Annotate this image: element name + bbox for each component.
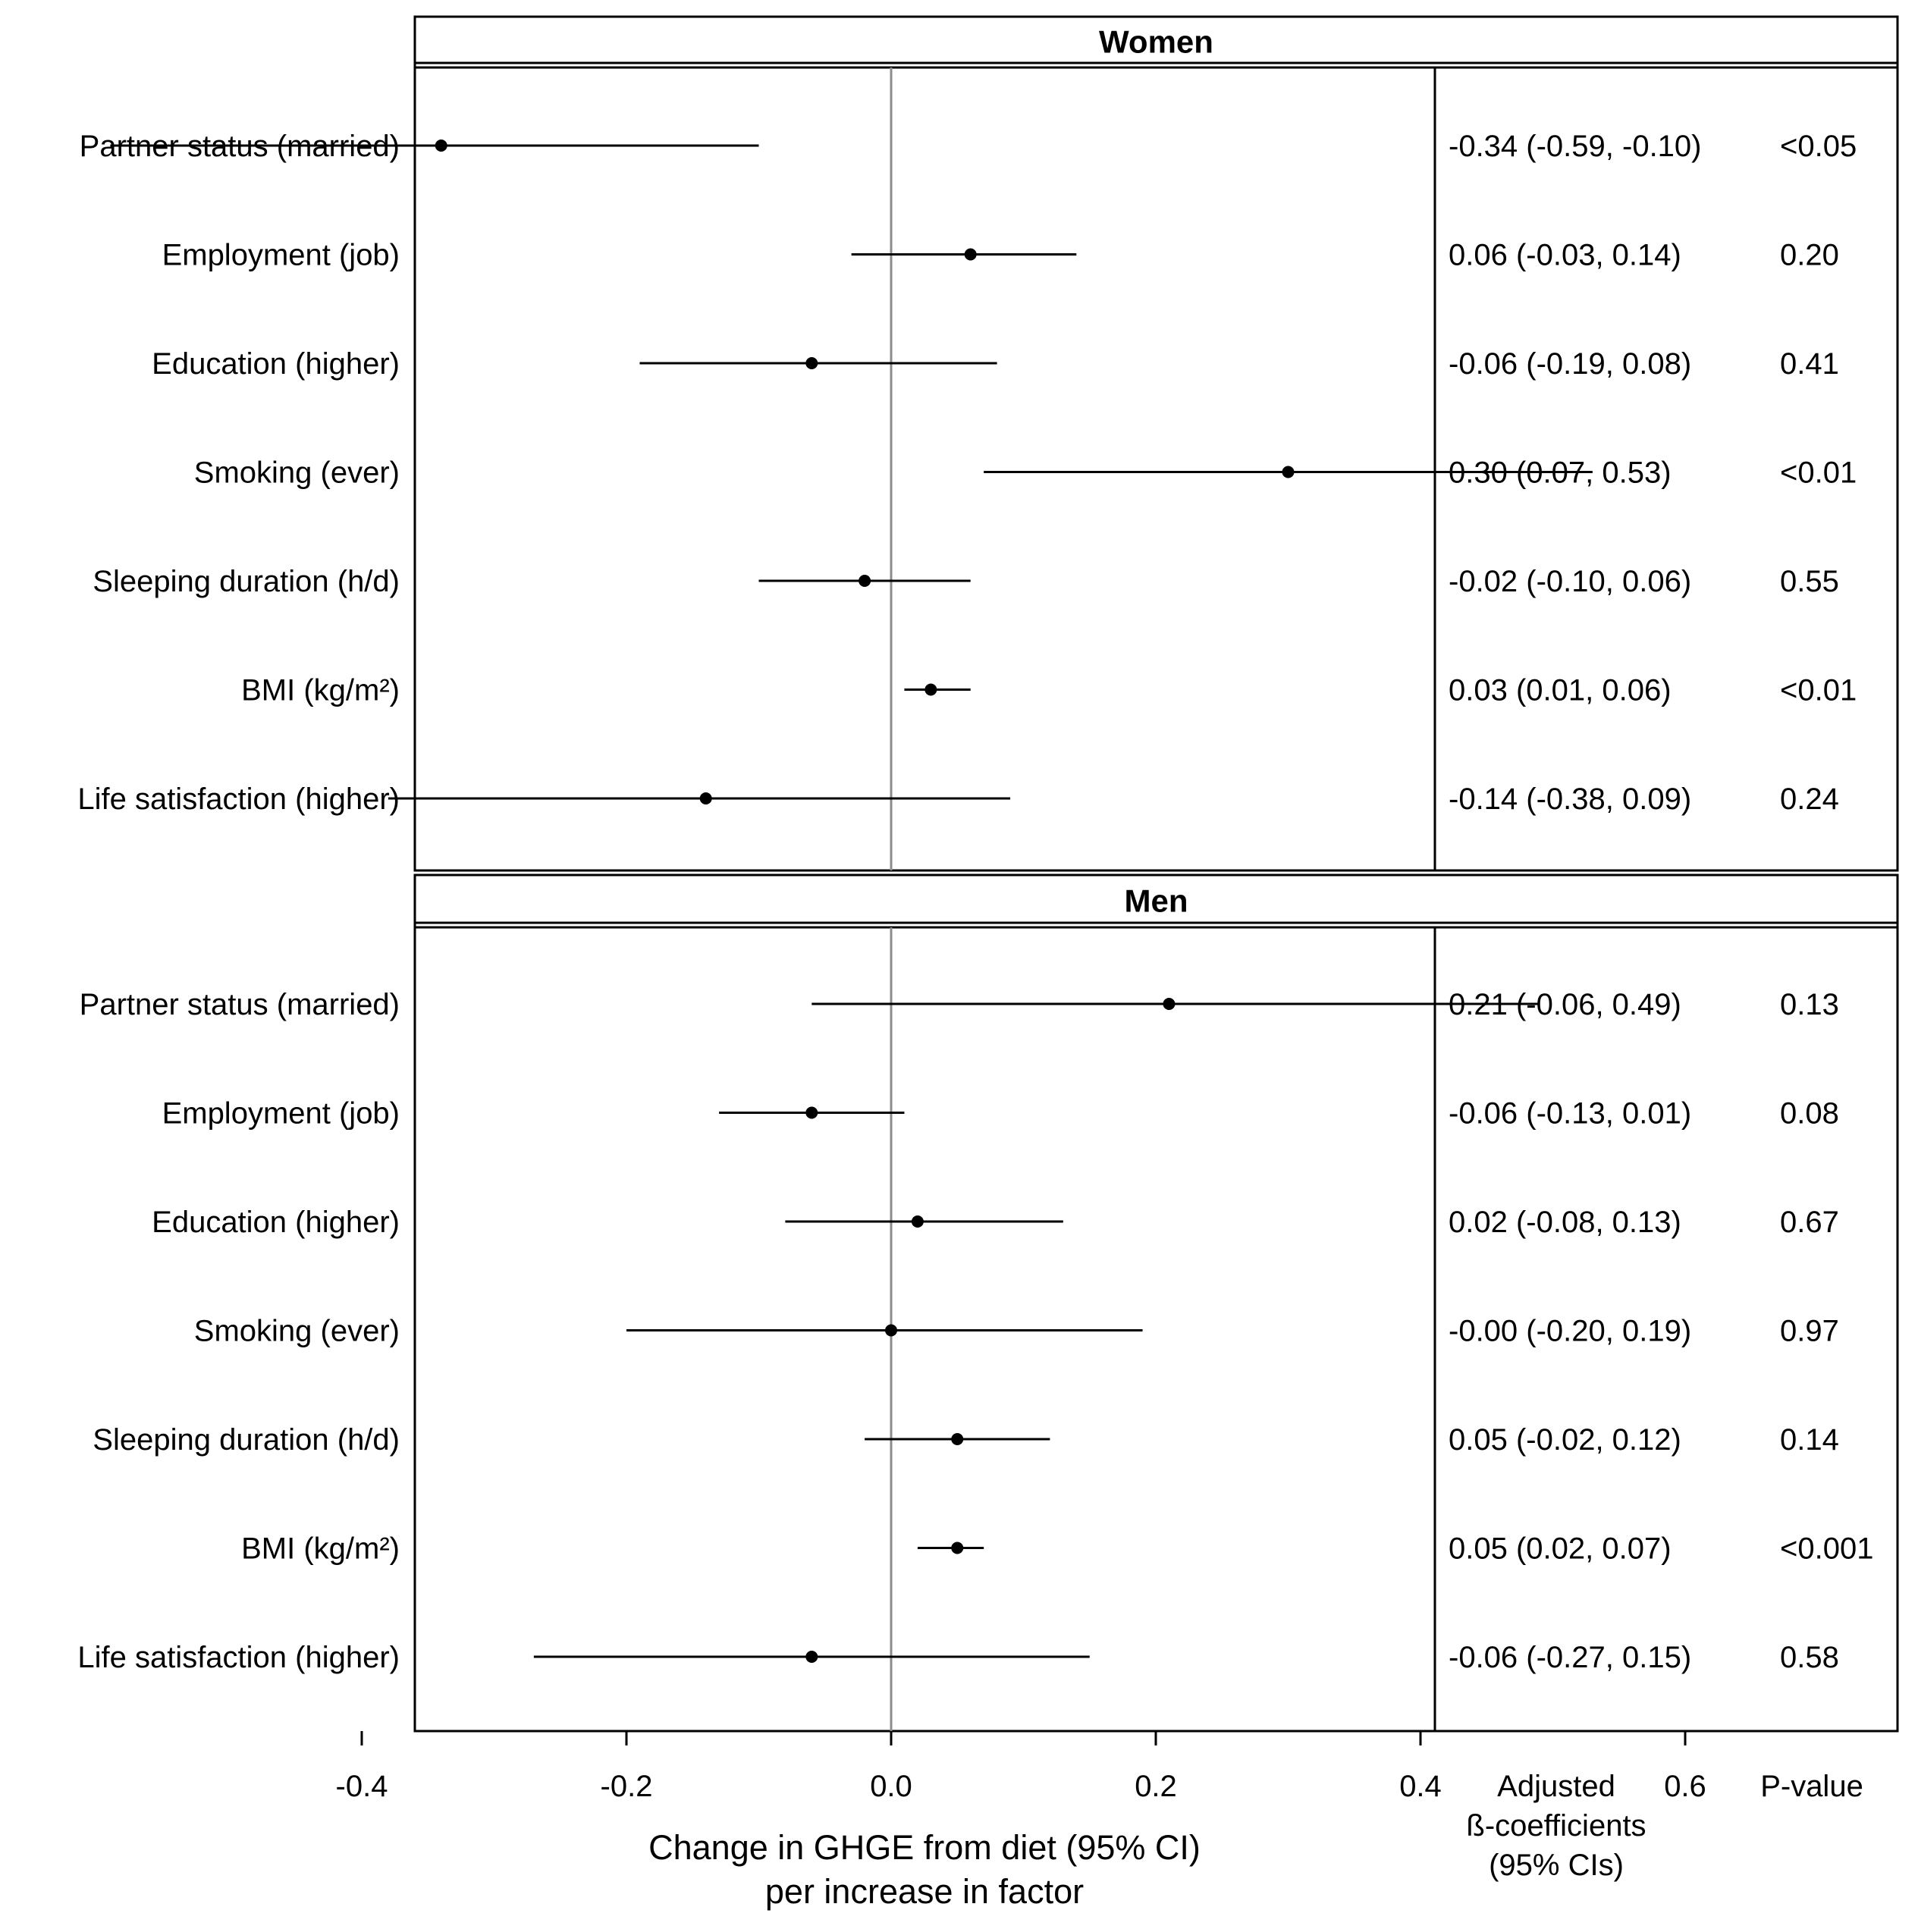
- p-value: 0.97: [1780, 1315, 1839, 1348]
- column-headers: Change in GHGE from diet (95% CI) per in…: [648, 1770, 1863, 1911]
- forest-row: Smoking (ever) -0.00 (-0.20, 0.19) 0.97: [194, 1315, 1839, 1348]
- row-label: BMI (kg/m²): [241, 674, 400, 707]
- forest-row: Sleeping duration (h/d) -0.02 (-0.10, 0.0…: [93, 565, 1839, 598]
- coef-ci-value: -0.00 (-0.20, 0.19): [1449, 1315, 1691, 1348]
- estimate-point: [911, 1215, 924, 1228]
- forest-row: Life satisfaction (higher) -0.06 (-0.27, …: [77, 1641, 1839, 1674]
- estimate-point: [699, 792, 712, 804]
- forest-row: Employment (job) -0.06 (-0.13, 0.01) 0.08: [162, 1097, 1839, 1131]
- panel-frame: [413, 15, 1899, 872]
- estimate-point: [951, 1433, 964, 1445]
- p-value: 0.24: [1780, 783, 1839, 816]
- coef-ci-value: -0.14 (-0.38, 0.09): [1449, 783, 1691, 816]
- row-label: Life satisfaction (higher): [77, 1641, 400, 1674]
- coef-ci-value: 0.02 (-0.08, 0.13): [1449, 1206, 1681, 1239]
- row-label: Partner status (married): [80, 988, 400, 1021]
- coef-ci-value: -0.02 (-0.10, 0.06): [1449, 565, 1691, 598]
- coef-ci-value: 0.30 (0.07, 0.53): [1449, 456, 1672, 490]
- estimate-point: [924, 683, 937, 696]
- row-label: Employment (job): [162, 239, 400, 272]
- coef-header-line1: Adjusted: [1497, 1770, 1615, 1803]
- coef-header-line2: ß-coefficients: [1466, 1809, 1646, 1843]
- panel-title-women: Women: [1099, 24, 1213, 60]
- x-tick-label: -0.4: [336, 1770, 388, 1803]
- forest-row: Smoking (ever) 0.30 (0.07, 0.53) <0.01: [194, 456, 1857, 490]
- row-label: Employment (job): [162, 1097, 400, 1131]
- estimate-point: [805, 1651, 818, 1663]
- x-axis-label-line2: per increase in factor: [765, 1872, 1084, 1911]
- x-tick-label: 0.0: [870, 1770, 912, 1803]
- estimate-point: [435, 140, 447, 152]
- estimate-point: [964, 248, 977, 261]
- row-label: Education (higher): [152, 347, 400, 381]
- p-value: 0.41: [1780, 347, 1839, 381]
- row-label: Sleeping duration (h/d): [93, 1423, 400, 1457]
- estimate-point: [1282, 466, 1295, 478]
- coef-ci-value: 0.06 (-0.03, 0.14): [1449, 239, 1681, 272]
- p-value: <0.05: [1780, 130, 1857, 163]
- p-value: <0.01: [1780, 674, 1857, 707]
- panel-title-men: Men: [1125, 883, 1188, 919]
- row-label: Life satisfaction (higher): [77, 783, 400, 816]
- coef-ci-value: 0.05 (-0.02, 0.12): [1449, 1423, 1681, 1457]
- panel-men: Men Partner status (married) 0.21 (-0.06, …: [77, 883, 1873, 1675]
- x-tick-label: 0.2: [1135, 1770, 1177, 1803]
- estimate-point: [1163, 998, 1176, 1010]
- row-label: BMI (kg/m²): [241, 1532, 400, 1566]
- forest-row: Education (higher) 0.02 (-0.08, 0.13) 0.67: [152, 1206, 1839, 1239]
- p-value: 0.58: [1780, 1641, 1839, 1674]
- x-tick-label: 0.6: [1664, 1770, 1706, 1803]
- forest-row: Life satisfaction (higher) -0.14 (-0.38, …: [77, 783, 1839, 816]
- p-value: 0.08: [1780, 1097, 1839, 1131]
- p-value: 0.20: [1780, 239, 1839, 272]
- p-value: 0.55: [1780, 565, 1839, 598]
- row-label: Sleeping duration (h/d): [93, 565, 400, 598]
- forest-row: Sleeping duration (h/d) 0.05 (-0.02, 0.12…: [93, 1423, 1839, 1457]
- estimate-point: [951, 1542, 964, 1554]
- row-label: Education (higher): [152, 1206, 400, 1239]
- pvalue-header: P-value: [1760, 1770, 1863, 1803]
- forest-row: Employment (job) 0.06 (-0.03, 0.14) 0.20: [162, 239, 1839, 272]
- coef-ci-value: 0.05 (0.02, 0.07): [1449, 1532, 1672, 1566]
- p-value: <0.01: [1780, 456, 1857, 490]
- forest-row: Partner status (married) -0.34 (-0.59, -0…: [80, 130, 1857, 163]
- row-label: Smoking (ever): [194, 1315, 400, 1348]
- p-value: 0.67: [1780, 1206, 1839, 1239]
- estimate-point: [805, 1106, 818, 1119]
- p-value: 0.14: [1780, 1423, 1839, 1457]
- forest-row: Education (higher) -0.06 (-0.19, 0.08) 0.4…: [152, 347, 1839, 381]
- coef-ci-value: -0.06 (-0.13, 0.01): [1449, 1097, 1691, 1131]
- coef-ci-value: -0.06 (-0.27, 0.15): [1449, 1641, 1691, 1674]
- forest-row: BMI (kg/m²) 0.03 (0.01, 0.06) <0.01: [241, 674, 1857, 707]
- estimate-point: [885, 1324, 897, 1337]
- x-axis-label-line1: Change in GHGE from diet (95% CI): [648, 1828, 1201, 1867]
- p-value: 0.13: [1780, 988, 1839, 1021]
- coef-ci-value: 0.21 (-0.06, 0.49): [1449, 988, 1681, 1021]
- coef-ci-value: -0.06 (-0.19, 0.08): [1449, 347, 1691, 381]
- coef-header-line3: (95% CIs): [1489, 1849, 1624, 1882]
- p-value: <0.001: [1780, 1532, 1873, 1566]
- x-tick-label: 0.4: [1399, 1770, 1442, 1803]
- estimate-point: [859, 575, 871, 587]
- coef-ci-value: 0.03 (0.01, 0.06): [1449, 674, 1672, 707]
- panel-women: Women Partner status (married) -0.34 (-0.5…: [77, 24, 1857, 817]
- coef-ci-value: -0.34 (-0.59, -0.10): [1449, 130, 1702, 163]
- x-tick-label: -0.2: [601, 1770, 653, 1803]
- forest-row: BMI (kg/m²) 0.05 (0.02, 0.07) <0.001: [241, 1532, 1873, 1566]
- row-label: Smoking (ever): [194, 456, 400, 490]
- plot-frames: [413, 15, 1899, 1733]
- forest-row: Partner status (married) 0.21 (-0.06, 0.4…: [80, 988, 1839, 1021]
- x-axis: -0.4 -0.2 0.0 0.2 0.4 0.6: [336, 1731, 1706, 1803]
- estimate-point: [805, 357, 818, 369]
